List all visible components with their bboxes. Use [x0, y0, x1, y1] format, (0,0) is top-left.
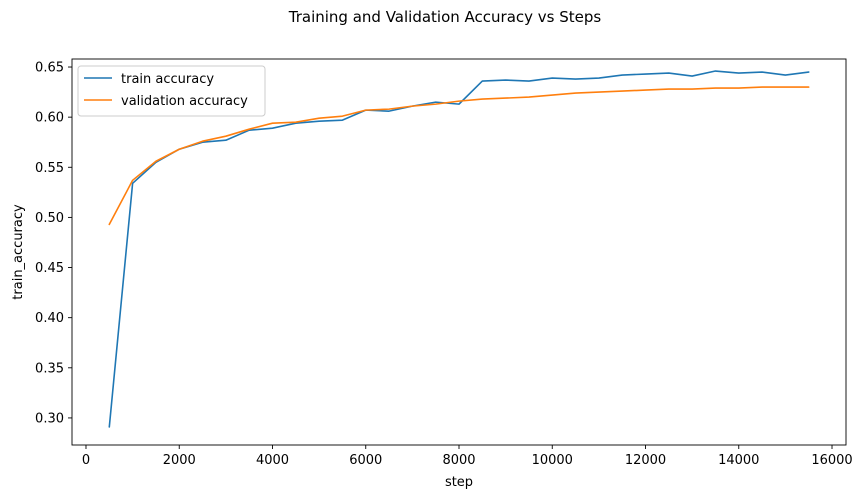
legend-entry: train accuracy — [121, 72, 214, 87]
series-line-validation-accuracy — [108, 86, 810, 226]
series-layer — [108, 70, 810, 428]
legend-box — [77, 65, 266, 117]
x-tick-label: 14000 — [718, 453, 759, 468]
y-tick-label: 0.45 — [35, 261, 64, 276]
y-tick-label: 0.35 — [35, 361, 64, 376]
y-tick-label: 0.50 — [35, 211, 64, 226]
chart-title: Training and Validation Accuracy vs Step… — [288, 8, 602, 26]
series-line-train-accuracy — [108, 70, 810, 428]
x-tick-label: 10000 — [532, 453, 573, 468]
x-tick-label: 2000 — [163, 453, 196, 468]
legend: train accuracy validation accuracy — [77, 65, 266, 117]
y-tick-label: 0.60 — [35, 111, 64, 126]
x-axis: 0 2000 4000 6000 8000 10000 12000 14000 16000 — [82, 445, 853, 468]
plot-area-frame — [71, 58, 847, 446]
x-tick-label: 8000 — [442, 453, 475, 468]
x-tick-label: 4000 — [256, 453, 289, 468]
x-tick-label: 16000 — [811, 453, 852, 468]
x-tick-label: 0 — [82, 453, 90, 468]
x-tick-label: 12000 — [625, 453, 666, 468]
x-axis-label: step — [445, 475, 473, 490]
y-axis-label: train_accuracy — [11, 204, 26, 300]
legend-entry: validation accuracy — [121, 94, 248, 109]
y-tick-label: 0.65 — [35, 61, 64, 76]
x-tick-label: 6000 — [349, 453, 382, 468]
y-tick-label: 0.55 — [35, 161, 64, 176]
y-tick-label: 0.40 — [35, 311, 64, 326]
y-axis: 0.30 0.35 0.40 0.45 0.50 0.55 0.60 0.65 — [35, 61, 72, 426]
y-tick-label: 0.30 — [35, 411, 64, 426]
